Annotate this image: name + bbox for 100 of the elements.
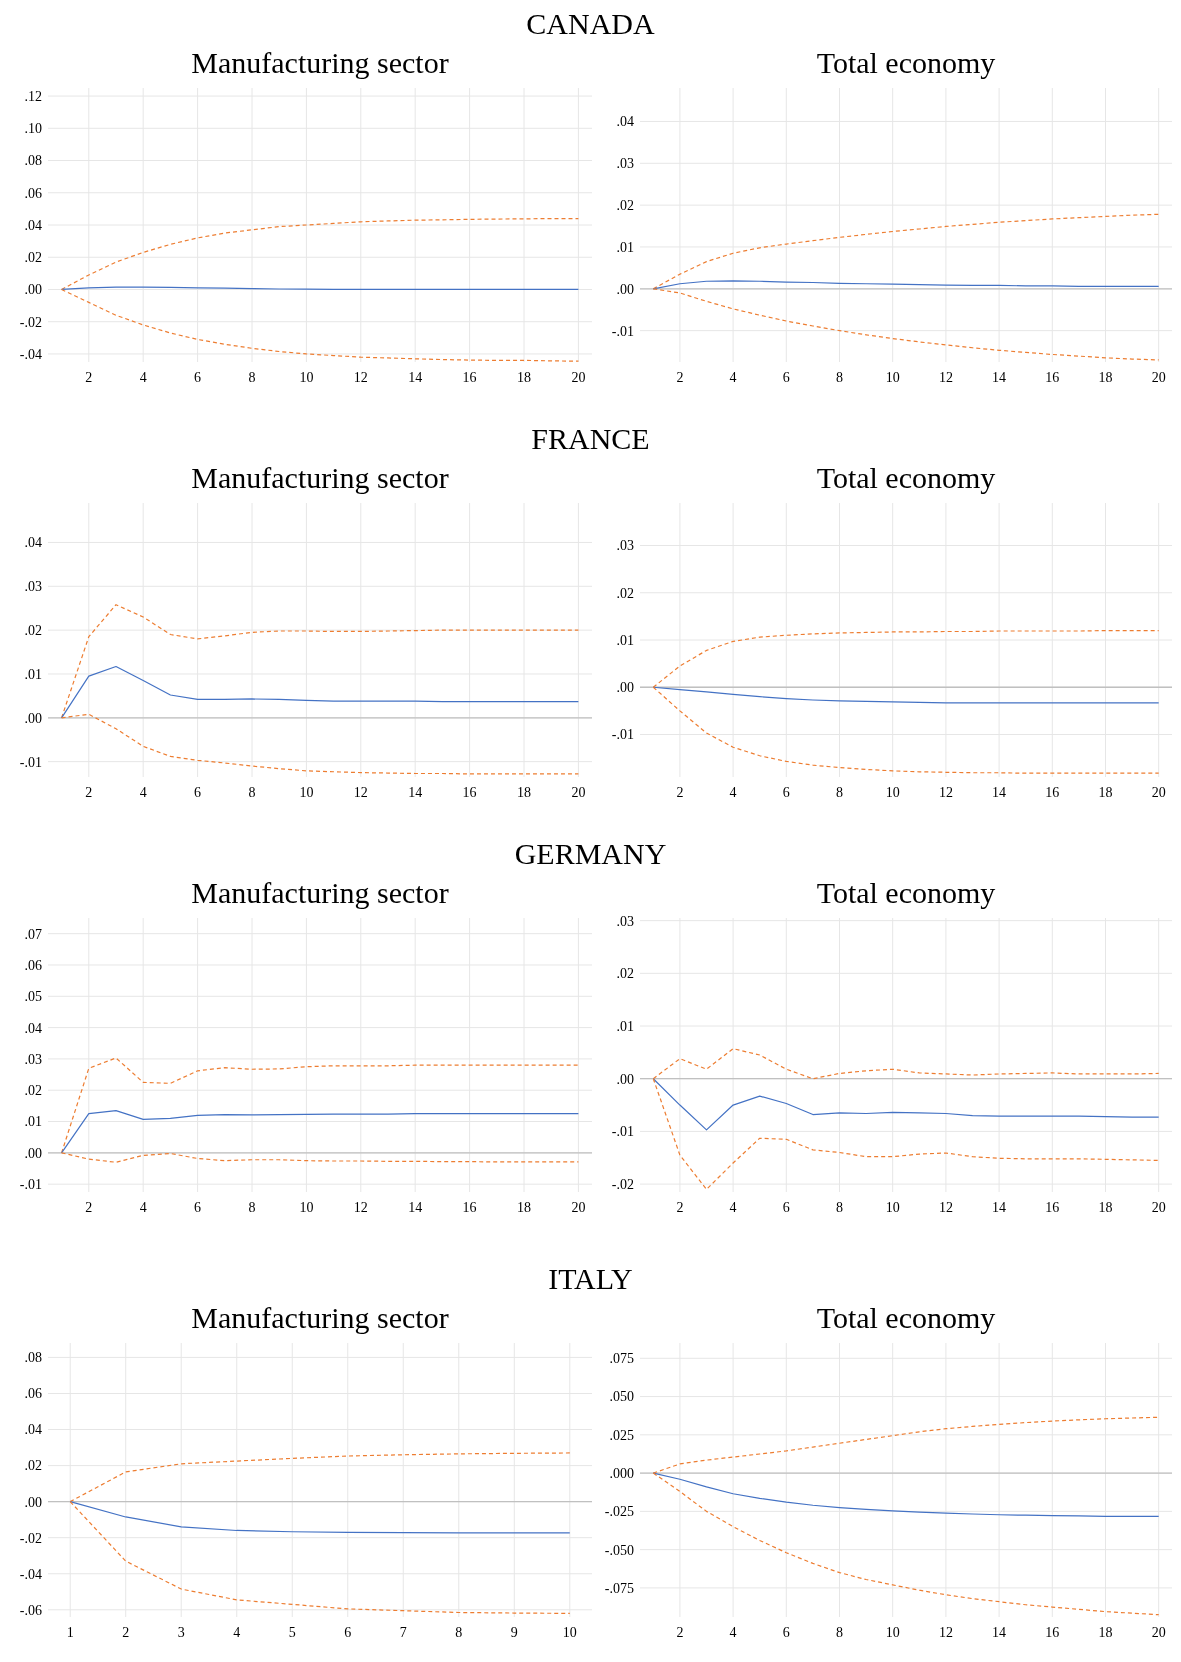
x-tick-label: 16 — [462, 370, 477, 385]
y-tick-label: .01 — [616, 239, 634, 255]
y-tick-label: .02 — [616, 966, 634, 982]
y-tick-label: .05 — [24, 989, 42, 1005]
y-tick-label: -.01 — [611, 727, 634, 743]
x-tick-label: 16 — [1045, 785, 1060, 800]
y-tick-label: -.01 — [611, 1124, 634, 1140]
line-series — [61, 665, 579, 719]
text: GERMANY — [514, 837, 667, 870]
x-tick-label: 8 — [248, 1200, 256, 1215]
x-tick-label: 20 — [571, 1200, 586, 1215]
y-tick-label: -.025 — [604, 1504, 634, 1520]
x-tick-label: 4 — [729, 370, 737, 385]
x-tick-label: 8 — [248, 370, 256, 385]
line-series — [69, 1501, 571, 1534]
chart-title: Manufacturing sector — [191, 876, 449, 909]
x-tick-label: 18 — [1098, 1200, 1113, 1215]
y-tick-label: .04 — [24, 535, 42, 551]
x-tick-label: 14 — [992, 785, 1007, 800]
x-tick-label: 2 — [85, 370, 93, 385]
y-tick-label: .00 — [616, 281, 634, 297]
y-tick-label: .01 — [24, 666, 42, 682]
x-tick-label: 10 — [885, 1625, 900, 1640]
chart-title: Manufacturing sector — [191, 1301, 449, 1334]
y-tick-label: .00 — [24, 710, 42, 726]
y-tick-label: .03 — [616, 538, 634, 554]
y-tick-label: .07 — [24, 926, 42, 942]
x-tick-label: 12 — [353, 785, 368, 800]
y-tick-label: .12 — [24, 88, 42, 104]
y-tick-label: .03 — [616, 156, 634, 172]
x-tick-label: 12 — [938, 370, 953, 385]
y-tick-label: .04 — [24, 1020, 42, 1036]
x-tick-label: 20 — [571, 370, 586, 385]
x-tick-label: 14 — [992, 370, 1007, 385]
x-tick-label: 6 — [782, 1625, 790, 1640]
x-tick-label: 12 — [938, 1200, 953, 1215]
x-tick-label: 10 — [299, 785, 314, 800]
y-tick-label: .00 — [24, 1494, 42, 1510]
x-tick-label: 18 — [1098, 370, 1113, 385]
y-tick-label: .04 — [24, 1422, 42, 1438]
y-tick-label: .04 — [616, 114, 634, 130]
x-tick-label: 14 — [992, 1625, 1007, 1640]
x-tick-label: 8 — [836, 1625, 843, 1640]
x-tick-label: 1 — [66, 1625, 74, 1640]
x-tick-label: 12 — [938, 1625, 953, 1640]
x-tick-label: 2 — [122, 1625, 130, 1640]
line-series — [652, 686, 1160, 704]
x-tick-label: 7 — [399, 1625, 407, 1640]
x-tick-label: 8 — [248, 785, 256, 800]
x-tick-label: 12 — [938, 785, 953, 800]
y-tick-label: .02 — [24, 1083, 42, 1099]
y-tick-label: .08 — [24, 153, 42, 169]
x-tick-label: 18 — [1098, 785, 1113, 800]
y-tick-label: .03 — [24, 1051, 42, 1067]
y-tick-label: .02 — [616, 198, 634, 214]
x-tick-label: 2 — [676, 370, 684, 385]
y-tick-label: -.02 — [19, 1530, 42, 1546]
text: CANADA — [526, 7, 655, 40]
x-tick-label: 12 — [353, 370, 368, 385]
x-tick-label: 14 — [408, 1200, 423, 1215]
x-tick-label: 18 — [517, 370, 531, 385]
x-tick-label: 10 — [885, 1200, 900, 1215]
y-tick-label: .00 — [24, 282, 42, 298]
y-tick-label: .08 — [24, 1350, 42, 1366]
x-tick-label: 2 — [676, 1625, 684, 1640]
y-tick-label: -.050 — [604, 1542, 634, 1558]
x-tick-label: 6 — [194, 785, 202, 800]
x-tick-label: 18 — [517, 785, 531, 800]
chart-title: Manufacturing sector — [191, 461, 449, 494]
y-tick-label: -.04 — [19, 1566, 42, 1582]
y-tick-label: -.01 — [19, 754, 42, 770]
x-tick-label: 10 — [299, 370, 314, 385]
y-tick-label: -.075 — [604, 1580, 634, 1596]
y-tick-label: .01 — [616, 632, 634, 648]
y-tick-label: .02 — [24, 623, 42, 639]
text: FRANCE — [531, 422, 650, 455]
x-tick-label: 12 — [353, 1200, 368, 1215]
x-tick-label: 10 — [299, 1200, 314, 1215]
y-tick-label: .00 — [24, 1145, 42, 1161]
line-series — [652, 1078, 1160, 1131]
x-tick-label: 2 — [676, 785, 684, 800]
y-tick-label: .03 — [616, 913, 634, 929]
x-tick-label: 16 — [1045, 370, 1060, 385]
y-tick-label: .10 — [24, 121, 42, 137]
y-tick-label: .02 — [24, 250, 42, 266]
x-tick-label: 16 — [462, 785, 477, 800]
y-tick-label: .04 — [24, 217, 42, 233]
x-tick-label: 6 — [782, 1200, 790, 1215]
y-tick-label: .02 — [616, 585, 634, 601]
x-tick-label: 4 — [139, 785, 147, 800]
chart-title: Total economy — [816, 461, 996, 494]
y-tick-label: .06 — [24, 957, 42, 973]
y-tick-label: .01 — [616, 1018, 634, 1034]
x-tick-label: 8 — [836, 1200, 843, 1215]
x-tick-label: 18 — [517, 1200, 531, 1215]
y-tick-label: .050 — [609, 1389, 634, 1405]
x-tick-label: 10 — [885, 785, 900, 800]
x-tick-label: 20 — [1151, 1625, 1166, 1640]
chart-title: Total economy — [816, 46, 996, 79]
y-tick-label: .00 — [616, 1071, 634, 1087]
